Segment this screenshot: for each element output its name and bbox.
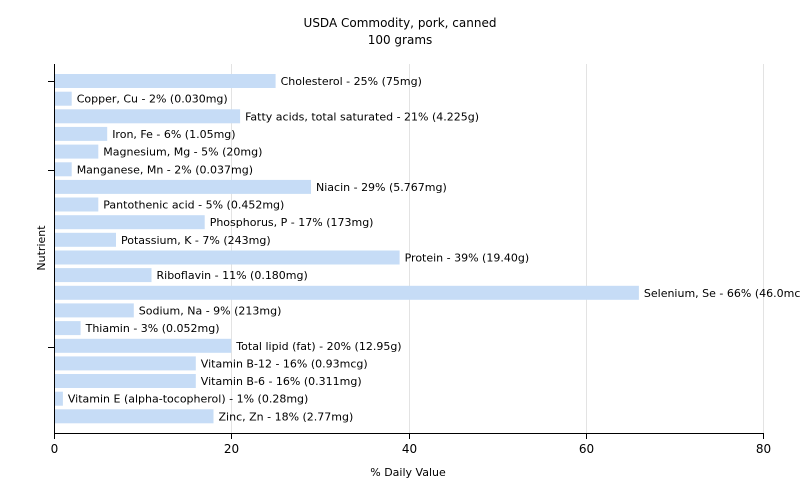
bar-label: Fatty acids, total saturated - 21% (4.22… [245,110,479,123]
bar-label: Potassium, K - 7% (243mg) [121,234,271,247]
bar [55,250,400,265]
bar-label: Vitamin B-12 - 16% (0.93mcg) [201,357,368,370]
axes-group: 0 20 40 60 80 [48,64,771,456]
x-tick-label: 60 [579,442,594,456]
bar [55,91,72,106]
bar-label: Thiamin - 3% (0.052mg) [85,322,220,335]
x-axis-title: % Daily Value [370,466,446,479]
bar [55,268,152,283]
bar [55,285,639,300]
bar-label: Riboflavin - 11% (0.180mg) [157,269,308,282]
bars-group: Cholesterol - 25% (75mg) Copper, Cu - 2% … [55,74,800,424]
bar-label: Protein - 39% (19.40g) [405,252,530,265]
bar-label: Sodium, Na - 9% (213mg) [139,304,282,317]
bar [55,321,81,336]
bar [55,391,63,406]
bar-label: Niacin - 29% (5.767mg) [316,181,447,194]
grid-lines [231,64,764,433]
bar-label: Total lipid (fat) - 20% (12.95g) [235,340,401,353]
x-tick-label: 0 [51,442,59,456]
bar-label: Zinc, Zn - 18% (2.77mg) [219,410,354,423]
bar [55,232,116,247]
bar-label: Magnesium, Mg - 5% (20mg) [103,146,262,159]
bar [55,74,276,88]
chart-subtitle: 100 grams [368,33,433,47]
bar [55,126,108,141]
bar [55,409,214,424]
bar-label: Cholesterol - 25% (75mg) [281,75,422,88]
bar-label: Vitamin E (alpha-tocopherol) - 1% (0.28m… [68,393,308,406]
bar [55,197,99,212]
bar [55,356,196,371]
bar [55,303,134,318]
bar [55,162,72,177]
bar-label: Manganese, Mn - 2% (0.037mg) [77,163,253,176]
bar [55,109,241,124]
bar [55,374,196,388]
bar-label: Iron, Fe - 6% (1.05mg) [112,128,235,141]
bar-label: Selenium, Se - 66% (46.0mcg) [644,287,800,300]
bar [55,179,311,194]
bar-label: Phosphorus, P - 17% (173mg) [210,216,374,229]
chart-title: USDA Commodity, pork, canned [304,16,497,30]
x-tick-label: 80 [756,442,771,456]
bar-label: Pantothenic acid - 5% (0.452mg) [103,199,284,212]
x-tick-label: 20 [224,442,239,456]
x-tick-label: 40 [402,442,417,456]
y-axis-title: Nutrient [35,225,48,271]
bar-label: Vitamin B-6 - 16% (0.311mg) [201,375,362,388]
bar [55,338,232,353]
bar-label: Copper, Cu - 2% (0.030mg) [77,93,228,106]
bar [55,215,205,230]
bar [55,144,99,159]
